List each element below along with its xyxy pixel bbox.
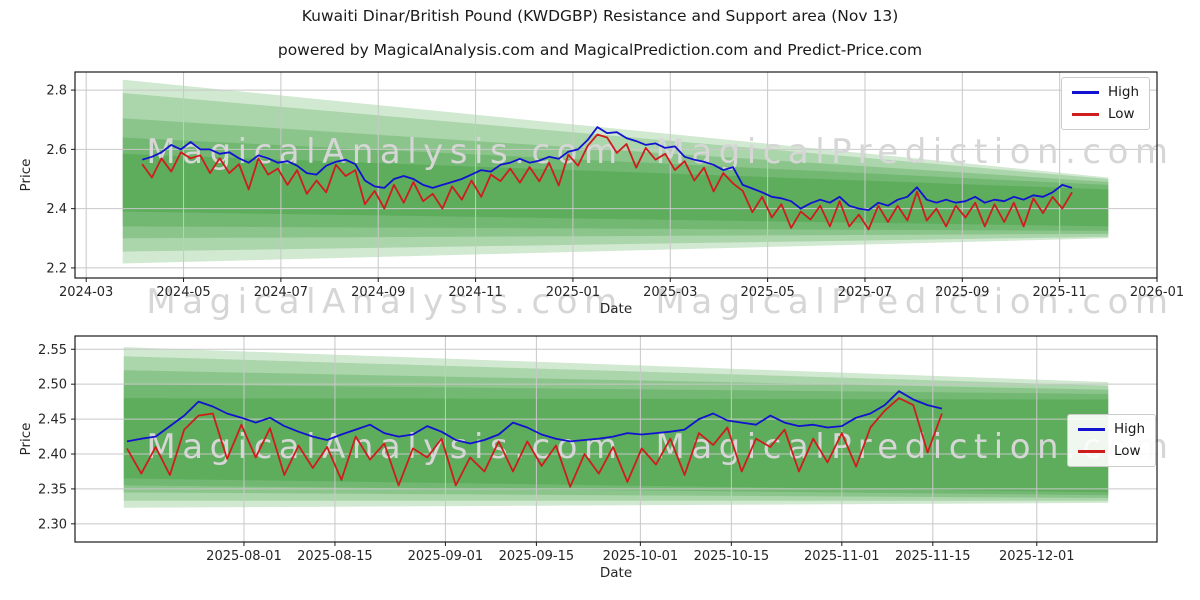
high-line-swatch (1078, 427, 1105, 431)
low-line-swatch (1072, 112, 1099, 116)
y-tick-label: 2.35 (38, 482, 67, 497)
y-tick-label: 2.55 (38, 343, 67, 358)
y-tick-label: 2.45 (38, 413, 67, 428)
x-tick-label: 2025-01 (546, 285, 600, 300)
figure-subtitle: powered by MagicalAnalysis.com and Magic… (277, 41, 923, 59)
y-tick-label: 2.30 (38, 517, 67, 532)
x-tick-label: 2024-11 (448, 285, 502, 300)
legend-label-high: High (1108, 84, 1140, 100)
support-resistance-band (123, 384, 1109, 496)
legend-item-low: Low (1078, 443, 1145, 459)
low-price-line (126, 397, 943, 488)
high-line-swatch (1072, 90, 1099, 94)
legend-top-chart: High Low (1061, 77, 1151, 130)
legend-label-low: Low (1108, 106, 1135, 122)
y-tick-label: 2.2 (46, 261, 67, 276)
x-tick-label: 2024-05 (156, 285, 210, 300)
y-axis-label: Price (18, 423, 34, 456)
high-price-line (141, 126, 1073, 212)
legend-bottom-chart: High Low (1067, 414, 1157, 467)
y-tick-label: 2.4 (46, 202, 67, 217)
x-tick-label: 2024-09 (351, 285, 405, 300)
x-tick-label: 2025-10-01 (603, 549, 679, 564)
y-axis-label: Price (18, 159, 34, 192)
support-resistance-band (123, 398, 1109, 493)
x-tick-label: 2025-09-15 (499, 549, 575, 564)
x-tick-label: 2025-05 (740, 285, 794, 300)
legend-label-low: Low (1114, 443, 1141, 459)
x-tick-label: 2025-11-15 (895, 549, 971, 564)
x-tick-label: 2025-09 (935, 285, 989, 300)
figure-title: Kuwaiti Dinar/British Pound (KWDGBP) Res… (301, 7, 899, 25)
watermark-magicalprediction: MagicalPrediction.com (656, 282, 1175, 322)
support-resistance-band (123, 370, 1109, 499)
watermark-magicalprediction: MagicalPrediction.com (656, 132, 1175, 172)
x-tick-label: 2025-11-01 (804, 549, 880, 564)
high-price-line (126, 390, 943, 445)
support-resistance-band (122, 79, 1109, 264)
watermark-magicalanalysis: MagicalAnalysis.com (146, 132, 623, 172)
x-tick-label: 2024-07 (254, 285, 308, 300)
x-tick-label: 2025-11 (1032, 285, 1086, 300)
support-resistance-band (122, 137, 1109, 231)
support-resistance-band (122, 93, 1109, 252)
support-resistance-band (123, 356, 1109, 501)
legend-label-high: High (1114, 421, 1146, 437)
legend-item-low: Low (1072, 106, 1139, 122)
axes-spine (74, 71, 1158, 279)
x-tick-label: 2026-01 (1130, 285, 1184, 300)
y-tick-label: 2.50 (38, 378, 67, 393)
axes-spine (74, 335, 1158, 543)
legend-item-high: High (1072, 84, 1139, 100)
x-tick-label: 2025-09-01 (408, 549, 484, 564)
x-axis-label: Date (600, 301, 632, 317)
legend-item-high: High (1078, 421, 1145, 437)
x-axis-label: Date (600, 565, 632, 581)
y-tick-label: 2.6 (46, 143, 67, 158)
x-tick-label: 2024-03 (59, 285, 113, 300)
x-tick-label: 2025-08-15 (297, 549, 373, 564)
x-tick-label: 2025-12-01 (999, 549, 1075, 564)
x-tick-label: 2025-08-01 (206, 549, 282, 564)
x-tick-label: 2025-07 (838, 285, 892, 300)
x-tick-label: 2025-03 (643, 285, 697, 300)
support-resistance-band (123, 347, 1109, 508)
low-price-line (141, 133, 1073, 231)
y-tick-label: 2.40 (38, 448, 67, 463)
low-line-swatch (1078, 449, 1105, 453)
x-tick-label: 2025-10-15 (694, 549, 770, 564)
watermark-magicalanalysis: MagicalAnalysis.com (146, 282, 623, 322)
y-tick-label: 2.8 (46, 84, 67, 99)
